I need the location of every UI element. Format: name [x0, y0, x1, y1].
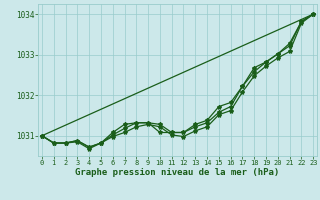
X-axis label: Graphe pression niveau de la mer (hPa): Graphe pression niveau de la mer (hPa): [76, 168, 280, 177]
